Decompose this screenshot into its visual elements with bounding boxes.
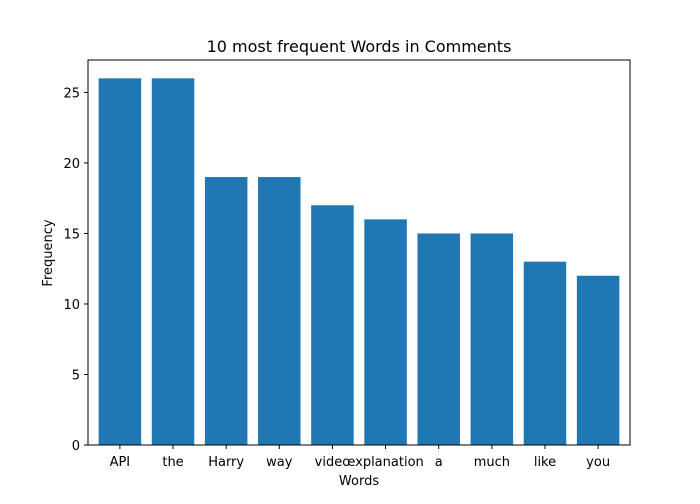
bar-much: [470, 233, 514, 445]
y-tick-label: 25: [63, 86, 80, 101]
x-tick-label: the: [162, 455, 183, 470]
bar-the: [151, 78, 195, 445]
x-tick-label: a: [435, 455, 443, 470]
x-tick-label: way: [266, 455, 293, 470]
x-tick-label: API: [110, 455, 131, 470]
bar-way: [258, 177, 301, 446]
plot-frame: [87, 59, 631, 446]
x-tick-label: you: [586, 455, 610, 470]
x-tick-label: like: [534, 455, 556, 470]
x-tick-label: Harry: [208, 455, 244, 470]
y-tick-label: 0: [72, 439, 80, 454]
bar-api: [98, 78, 142, 445]
y-axis-label: Frequency: [41, 219, 56, 286]
y-tick-label: 15: [63, 227, 80, 242]
bar-harry: [204, 177, 248, 446]
x-tick-label: video: [315, 455, 351, 470]
chart-title: 10 most frequent Words in Comments: [207, 37, 512, 56]
y-axis-ticks: 0 5 10 15 20 25: [63, 86, 88, 454]
x-axis-label: Words: [339, 474, 379, 489]
y-tick-label: 5: [72, 368, 80, 383]
bar-you: [576, 275, 620, 445]
bar-like: [523, 261, 567, 445]
y-tick-label: 10: [63, 298, 80, 313]
bar-a: [417, 233, 460, 445]
bars-group: [98, 78, 620, 446]
y-tick-label: 20: [63, 157, 80, 172]
x-tick-label: much: [474, 455, 510, 470]
bar-explanation: [364, 219, 407, 445]
x-tick-label: explanation: [347, 455, 423, 470]
bar-video: [311, 205, 354, 445]
